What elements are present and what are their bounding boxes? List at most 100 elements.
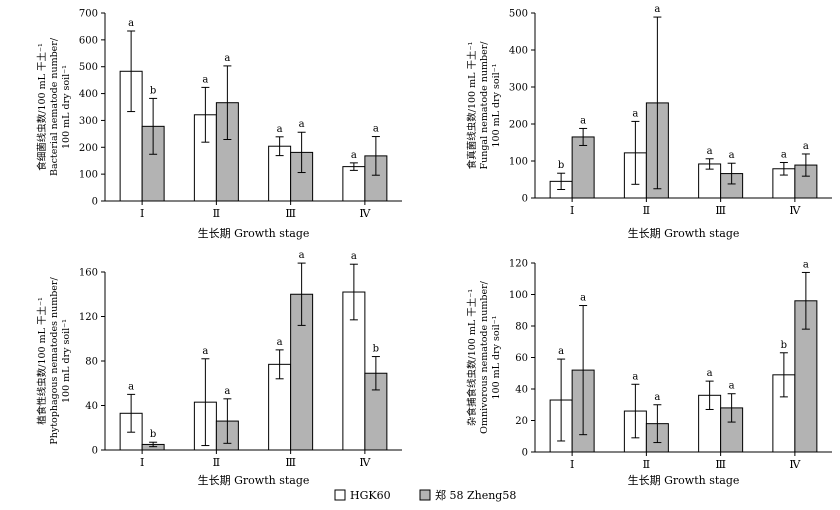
- significance-label: b: [150, 85, 156, 96]
- significance-label: a: [729, 381, 735, 392]
- chart-panel-4: 0 20 40 60 80 100 120 Ⅰ Ⅱ Ⅲ Ⅳa a a b a a a a 杂食捕食线虫数/100 m…: [466, 259, 832, 487]
- y-axis-label: 杂食捕食线虫数/100 mL 干土⁻¹Omnivorous nematode n…: [466, 280, 502, 433]
- y-axis-label-line: 植食性线虫数/100 mL 干土⁻¹: [36, 297, 48, 425]
- y-tick-label: 500: [79, 62, 98, 73]
- x-tick-label: Ⅳ: [359, 207, 371, 220]
- significance-label: b: [373, 344, 379, 355]
- x-tick-label: Ⅰ: [140, 456, 144, 469]
- x-tick-label: Ⅰ: [570, 204, 574, 217]
- y-tick-label: 500: [509, 9, 528, 20]
- x-tick-label: Ⅱ: [643, 458, 650, 471]
- y-tick-label: 100: [509, 157, 528, 168]
- y-tick-label: 20: [515, 416, 528, 427]
- x-tick-label: Ⅳ: [789, 204, 801, 217]
- y-axis-label-line: 食真菌线虫数/100 mL 干土⁻¹: [466, 42, 478, 170]
- x-tick-label: Ⅲ: [715, 204, 726, 217]
- y-tick-label: 100: [509, 290, 528, 301]
- significance-label: a: [351, 150, 357, 161]
- x-axis-label: 生长期 Growth stage: [198, 473, 310, 487]
- y-tick-label: 400: [509, 46, 528, 57]
- significance-label: a: [803, 141, 809, 152]
- y-tick-label: 160: [79, 268, 98, 279]
- y-axis-label-line: 杂食捕食线虫数/100 mL 干土⁻¹: [466, 289, 478, 426]
- y-axis-label-line: Bacterial nematode number/: [49, 37, 60, 176]
- y-axis-label-line: Fungal nematode number/: [479, 41, 490, 170]
- significance-label: a: [224, 53, 230, 64]
- significance-label: a: [707, 368, 713, 379]
- x-tick-label: Ⅱ: [643, 204, 650, 217]
- y-tick-label: 300: [79, 116, 98, 127]
- legend-label-hgk60: HGK60: [350, 489, 391, 502]
- significance-label: a: [632, 108, 638, 119]
- significance-label: a: [580, 293, 586, 304]
- y-axis-label: 食真菌线虫数/100 mL 干土⁻¹Fungal nematode number…: [466, 41, 502, 170]
- y-axis-label-line: 100 mL dry soil⁻¹: [61, 319, 72, 403]
- significance-label: a: [373, 124, 379, 135]
- y-axis-label-line: Omnivorous nematode number/: [479, 280, 490, 433]
- significance-label: a: [202, 346, 208, 357]
- bar-hgk60: [342, 166, 366, 202]
- bar-zheng58: [571, 136, 595, 199]
- y-tick-label: 80: [515, 322, 528, 333]
- significance-label: a: [224, 386, 230, 397]
- significance-label: a: [632, 371, 638, 382]
- y-tick-label: 120: [509, 259, 528, 270]
- significance-label: a: [803, 259, 809, 270]
- y-tick-label: 120: [79, 312, 98, 323]
- x-axis-label: 生长期 Growth stage: [628, 226, 740, 240]
- y-tick-label: 60: [515, 353, 528, 364]
- significance-label: a: [128, 18, 134, 29]
- y-axis-label-line: 100 mL dry soil⁻¹: [61, 65, 72, 149]
- x-tick-label: Ⅰ: [570, 458, 574, 471]
- y-tick-label: 80: [85, 357, 98, 368]
- y-tick-label: 40: [515, 385, 528, 396]
- y-axis-label-line: Phytophagous nematodes number/: [49, 277, 60, 445]
- x-tick-label: Ⅲ: [285, 207, 296, 220]
- significance-label: a: [781, 149, 787, 160]
- y-tick-label: 0: [522, 448, 528, 459]
- significance-label: b: [558, 160, 564, 171]
- significance-label: a: [580, 115, 586, 126]
- y-tick-label: 0: [522, 194, 528, 205]
- chart-panel-2: 0 100 200 300 400 500 Ⅰ Ⅱ Ⅲ Ⅳb a a a a a a a 食真菌线虫数/100 m…: [466, 4, 832, 240]
- significance-label: a: [654, 4, 660, 15]
- x-axis-label: 生长期 Growth stage: [628, 473, 740, 487]
- y-axis-label-line: 100 mL dry soil⁻¹: [491, 63, 502, 147]
- y-tick-label: 40: [85, 401, 98, 412]
- y-tick-label: 300: [509, 83, 528, 94]
- significance-label: a: [202, 74, 208, 85]
- y-tick-label: 0: [92, 446, 98, 457]
- y-tick-label: 200: [509, 120, 528, 131]
- y-axis-label-line: 食细菌线虫数/100 mL 干土⁻¹: [36, 43, 48, 171]
- significance-label: a: [277, 124, 283, 135]
- significance-label: a: [654, 392, 660, 403]
- x-tick-label: Ⅳ: [359, 456, 371, 469]
- legend-swatch-hgk60: [334, 489, 346, 501]
- legend: HGK60 郑 58 Zheng58: [334, 488, 516, 502]
- significance-label: a: [299, 119, 305, 130]
- x-tick-label: Ⅰ: [140, 207, 144, 220]
- y-tick-label: 600: [79, 35, 98, 46]
- significance-label: b: [781, 340, 787, 351]
- significance-label: b: [150, 429, 156, 440]
- significance-label: a: [299, 250, 305, 261]
- significance-label: a: [351, 251, 357, 262]
- y-tick-label: 100: [79, 170, 98, 181]
- y-tick-label: 400: [79, 89, 98, 100]
- y-tick-label: 200: [79, 143, 98, 154]
- x-axis-label: 生长期 Growth stage: [198, 226, 310, 240]
- x-tick-label: Ⅱ: [213, 207, 220, 220]
- y-axis-label-line: 100 mL dry soil⁻¹: [491, 315, 502, 399]
- legend-label-zheng58: 郑 58 Zheng58: [435, 488, 516, 502]
- significance-label: a: [128, 381, 134, 392]
- x-tick-label: Ⅲ: [285, 456, 296, 469]
- y-tick-label: 700: [79, 9, 98, 20]
- y-axis-label: 食细菌线虫数/100 mL 干土⁻¹Bacterial nematode num…: [36, 37, 72, 176]
- y-axis-label: 植食性线虫数/100 mL 干土⁻¹Phytophagous nematodes…: [36, 277, 72, 445]
- x-tick-label: Ⅲ: [715, 458, 726, 471]
- legend-swatch-zheng58: [419, 489, 431, 501]
- x-tick-label: Ⅳ: [789, 458, 801, 471]
- y-tick-label: 0: [92, 197, 98, 208]
- significance-label: a: [707, 146, 713, 157]
- significance-label: a: [277, 337, 283, 348]
